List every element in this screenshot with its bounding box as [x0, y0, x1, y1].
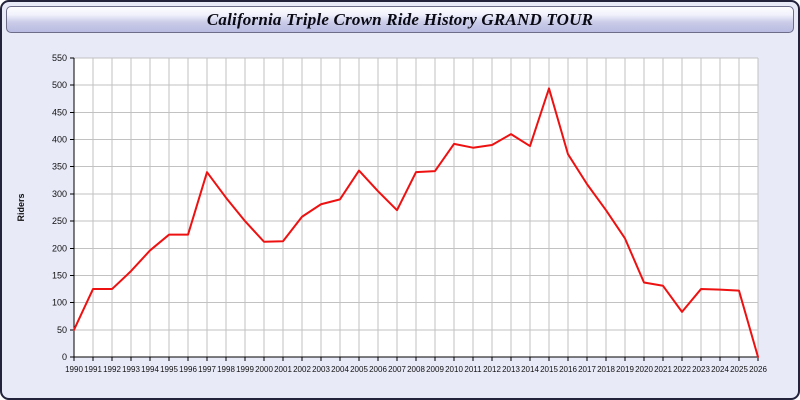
x-tick-label: 1998 — [217, 365, 235, 374]
svg-text:100: 100 — [52, 298, 67, 308]
window-titlebar: California Triple Crown Ride History GRA… — [6, 6, 794, 33]
svg-text:400: 400 — [52, 135, 67, 145]
x-tick-label: 2018 — [597, 365, 615, 374]
x-tick-label: 2012 — [483, 365, 501, 374]
x-tick-label: 1996 — [179, 365, 197, 374]
x-tick-label: 1994 — [141, 365, 159, 374]
chart-plot-area: 0 50 100 150 200 250 300 350 400 450 500 550 1990 19… — [2, 33, 798, 398]
x-tick-label: 1995 — [160, 365, 178, 374]
x-tick-label: 2002 — [293, 365, 311, 374]
x-tick-label: 2021 — [654, 365, 672, 374]
y-axis-tick-labels: 0 50 100 150 200 250 300 350 400 450 500 550 — [52, 53, 67, 362]
x-tick-label: 2020 — [635, 365, 653, 374]
svg-text:450: 450 — [52, 107, 67, 117]
x-tick-label: 2015 — [540, 365, 558, 374]
x-tick-label: 2005 — [350, 365, 368, 374]
x-tick-label: 1990 — [65, 365, 83, 374]
x-tick-label: 2025 — [730, 365, 748, 374]
x-tick-label: 2017 — [578, 365, 596, 374]
x-tick-label: 2019 — [616, 365, 634, 374]
svg-text:350: 350 — [52, 162, 67, 172]
x-tick-label: 2016 — [559, 365, 577, 374]
x-tick-label: 2009 — [426, 365, 444, 374]
x-tick-label: 2004 — [331, 365, 349, 374]
x-tick-label: 2001 — [274, 365, 292, 374]
x-tick-label: 2010 — [445, 365, 463, 374]
x-tick-label: 1993 — [122, 365, 140, 374]
x-axis-tick-labels: 1990 1991 1992 1993 1994 1995 1996 1997 1998 1999… — [65, 365, 767, 374]
svg-text:150: 150 — [52, 270, 67, 280]
x-tick-label: 2023 — [692, 365, 710, 374]
svg-text:300: 300 — [52, 189, 67, 199]
x-axis-ticks — [73, 357, 759, 361]
x-tick-label: 2014 — [521, 365, 539, 374]
x-tick-label: 2007 — [388, 365, 406, 374]
y-axis-title: Riders — [16, 193, 26, 221]
x-tick-label: 2022 — [673, 365, 691, 374]
x-tick-label: 1991 — [84, 365, 102, 374]
y-axis-ticks — [70, 57, 74, 358]
x-tick-label: 2006 — [369, 365, 387, 374]
svg-text:500: 500 — [52, 80, 67, 90]
x-tick-label: 2024 — [711, 365, 729, 374]
x-tick-label: 2003 — [312, 365, 330, 374]
svg-text:0: 0 — [62, 352, 67, 362]
x-gridlines — [92, 58, 759, 357]
x-tick-label: 2011 — [464, 365, 482, 374]
x-tick-label: 2008 — [407, 365, 425, 374]
riders-line-series — [73, 87, 759, 358]
svg-text:200: 200 — [52, 243, 67, 253]
svg-text:50: 50 — [57, 325, 67, 335]
svg-text:550: 550 — [52, 53, 67, 63]
x-tick-label: 1992 — [103, 365, 121, 374]
x-tick-label: 2000 — [255, 365, 273, 374]
x-tick-label: 2013 — [502, 365, 520, 374]
x-tick-label: 1997 — [198, 365, 216, 374]
x-tick-label: 1999 — [236, 365, 254, 374]
chart-title: California Triple Crown Ride History GRA… — [206, 9, 594, 29]
x-tick-label: 2026 — [749, 365, 767, 374]
svg-text:250: 250 — [52, 216, 67, 226]
